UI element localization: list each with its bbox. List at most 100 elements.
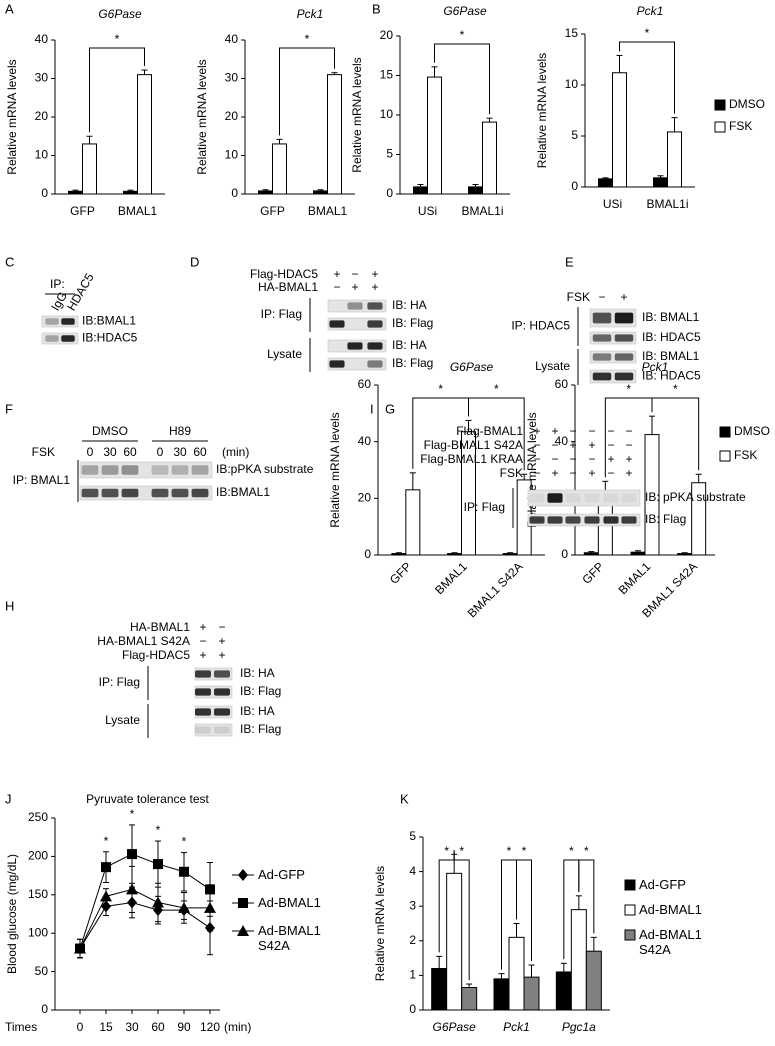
significance-star: * <box>305 32 310 46</box>
y-tick-label: 10 <box>225 148 239 162</box>
legend-item: Ad-GFP <box>639 877 686 892</box>
condition-sign: + <box>533 424 540 438</box>
legend-swatch <box>624 929 636 941</box>
legend-marker <box>238 898 248 908</box>
condition-sign: + <box>371 267 378 281</box>
blot-band <box>195 688 211 696</box>
bar <box>431 967 448 1011</box>
condition-sign: + <box>351 280 358 294</box>
blot-band <box>171 488 189 498</box>
blot-band <box>347 302 363 310</box>
row-label: IB: HA <box>392 338 427 352</box>
blot-band <box>195 670 211 678</box>
group-label: IP: Flag <box>99 675 140 689</box>
significance-bracket <box>651 397 700 471</box>
y-tick-label: 0 <box>364 547 371 561</box>
group-label: IP: HDAC5 <box>511 319 570 333</box>
condition-sign: − <box>533 452 540 466</box>
group-label: Lysate <box>535 359 570 373</box>
bar <box>123 190 138 195</box>
panel-label: B <box>372 1 381 16</box>
condition-sign: − <box>625 438 632 452</box>
point <box>127 849 137 860</box>
legend-item: Ad-BMAL1 S42A <box>258 923 321 953</box>
blot-band <box>329 342 344 349</box>
condition-sign: − <box>569 424 576 438</box>
blot-band <box>329 360 345 368</box>
blot-strip <box>41 315 79 328</box>
legend-swatch <box>714 121 726 133</box>
y-axis-label: Blood glucose (mg/dL) <box>5 854 19 974</box>
x-tick-label: Pgc1a <box>562 1020 596 1034</box>
x-tick-label: 0 <box>77 1020 84 1034</box>
condition-sign: − <box>588 452 595 466</box>
blot-band <box>171 465 189 475</box>
bar <box>508 936 525 1011</box>
y-tick-label: 20 <box>380 28 394 42</box>
blot-strip <box>194 723 233 737</box>
group-label: IP: Flag <box>261 307 302 321</box>
panel-label: C <box>5 254 14 269</box>
significance-bracket <box>468 397 525 471</box>
bar <box>68 190 83 195</box>
point <box>204 901 216 913</box>
blot-band <box>329 320 345 328</box>
condition-sign: − <box>569 466 576 480</box>
condition-sign: 30 <box>173 445 187 459</box>
bar <box>493 978 510 1011</box>
condition-sign: − <box>588 424 595 438</box>
x-tick-label: USi <box>603 197 622 211</box>
significance-star: * <box>438 382 443 396</box>
condition-sign: + <box>551 424 558 438</box>
x-tick-label: 90 <box>177 1020 191 1034</box>
legend-label: Ad-BMAL1 <box>639 902 702 917</box>
y-tick-label: 10 <box>35 148 49 162</box>
condition-sign: − <box>607 438 614 452</box>
point <box>101 862 111 873</box>
condition-sign: + <box>218 634 225 648</box>
bar <box>446 872 463 1011</box>
legend-item: Ad-GFP <box>258 867 305 882</box>
blot-band <box>195 708 211 716</box>
legend-label: FSK <box>729 119 752 133</box>
condition-sign: + <box>607 452 614 466</box>
condition-label: FSK <box>32 445 55 459</box>
condition-sign: − <box>607 424 614 438</box>
blot-band <box>329 302 344 309</box>
row-label: IB: Flag <box>392 356 433 370</box>
panel-label: H <box>5 598 14 613</box>
bar <box>677 553 693 556</box>
condition-label: HA-BMAL1 S42A <box>97 634 190 648</box>
row-label: IB: Flag <box>240 684 281 698</box>
point <box>74 942 86 954</box>
y-axis-label: Relative mRNA levels <box>535 53 549 168</box>
legend-label: FSK <box>734 448 757 462</box>
condition-sign: − <box>569 452 576 466</box>
blot-band <box>347 320 362 327</box>
blot-band <box>547 493 563 503</box>
significance-bracket <box>578 859 595 934</box>
condition-sign: 0 <box>157 445 164 459</box>
condition-label: Flag-HDAC5 <box>122 648 190 662</box>
bar <box>313 190 328 195</box>
significance-star: * <box>115 32 120 46</box>
blot-band <box>61 335 75 342</box>
significance-bracket <box>453 850 470 981</box>
legend-label: Ad-BMAL1 S42A <box>639 927 702 957</box>
blot-band <box>367 320 383 328</box>
point <box>101 900 111 913</box>
point <box>152 896 164 908</box>
condition-sign: + <box>333 267 340 281</box>
point <box>178 901 190 913</box>
blot-band <box>584 493 600 503</box>
x-tick-label: BMAL1 <box>118 204 158 218</box>
blot-band <box>81 488 99 498</box>
blot-band <box>61 318 75 325</box>
chart-title: Pck1 <box>642 360 669 374</box>
condition-sign: − <box>199 634 206 648</box>
point <box>153 859 163 870</box>
bar <box>391 553 407 556</box>
x-tick-label: BMAL1 S42A <box>465 559 526 620</box>
chart-title: Pyruvate tolerance test <box>86 792 209 806</box>
row-label: IB: HA <box>392 298 427 312</box>
